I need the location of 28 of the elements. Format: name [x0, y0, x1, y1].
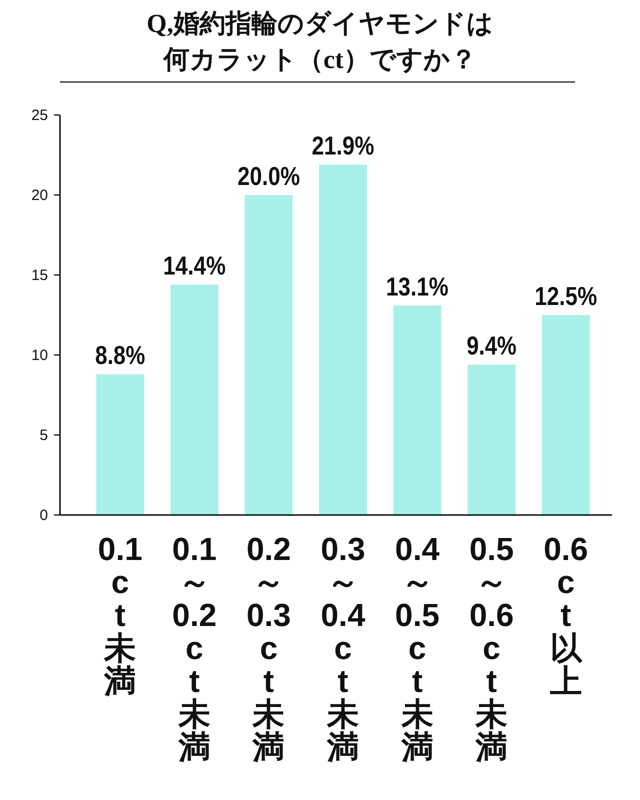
data-label: 13.1%: [386, 271, 460, 302]
y-tick-label: 25: [31, 107, 48, 124]
data-label: 21.9%: [312, 130, 386, 161]
data-label: 9.4%: [466, 330, 526, 361]
data-label: 12.5%: [534, 281, 608, 311]
y-tick-label: 5: [40, 427, 48, 444]
bar: [393, 305, 442, 515]
bar: [468, 364, 516, 515]
bar: [96, 374, 144, 515]
x-tick-label: 0.6ct以上: [544, 531, 588, 699]
data-label: 8.8%: [95, 340, 154, 370]
chart-title: Q,婚約指輪のダイヤモンドは何カラット（ct）ですか？: [146, 9, 494, 74]
bar: [542, 315, 590, 515]
x-tick-label: 0.1～0.2ct未満: [172, 531, 217, 765]
x-tick-label: 0.2～0.3ct未満: [246, 531, 291, 765]
y-tick-label: 10: [31, 347, 48, 364]
bar: [170, 284, 218, 515]
x-tick-label: 0.4～0.5ct未満: [395, 531, 440, 765]
x-tick-label: 0.3～0.4ct未満: [320, 531, 366, 765]
y-tick-label: 0: [40, 507, 48, 524]
x-tick-label: 0.1ct未満: [98, 531, 142, 699]
data-label: 20.0%: [237, 161, 312, 191]
y-tick-label: 15: [31, 267, 48, 284]
bar: [319, 164, 367, 515]
bar: [244, 195, 293, 515]
y-tick-label: 20: [31, 187, 48, 204]
data-label: 14.4%: [163, 250, 237, 281]
x-tick-label: 0.5～0.6ct未満: [469, 531, 514, 765]
